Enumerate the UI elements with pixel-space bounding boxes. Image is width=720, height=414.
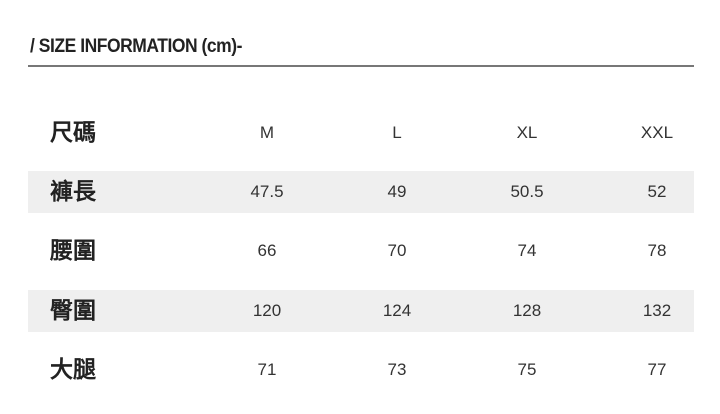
row-label: 腰圍 <box>50 238 96 264</box>
header-cell: XXL <box>640 123 674 142</box>
table-cell: 52 <box>647 182 667 201</box>
table-row: 腰圍 66 70 74 78 <box>28 230 694 272</box>
table-cell: 120 <box>252 301 282 320</box>
table-cell: 132 <box>642 301 672 320</box>
table-row: 臀圍 120 124 128 132 <box>28 290 694 332</box>
page-title: / SIZE INFORMATION (cm)- <box>30 36 242 57</box>
table-row: 褲長 47.5 49 50.5 52 <box>28 171 694 213</box>
table-cell: 128 <box>512 301 542 320</box>
table-cell: 78 <box>647 241 667 260</box>
row-label: 大腿 <box>50 357 96 383</box>
header-label: 尺碼 <box>50 120 96 146</box>
table-cell: 70 <box>387 241 407 260</box>
header-cell: L <box>392 123 402 142</box>
header-cell: M <box>259 123 275 142</box>
table-cell: 73 <box>387 360 407 379</box>
table-header-row: 尺碼 M L XL XXL <box>28 112 694 154</box>
row-label: 褲長 <box>50 179 96 205</box>
table-cell: 49 <box>387 182 407 201</box>
row-label: 臀圍 <box>50 298 96 324</box>
table-cell: 75 <box>517 360 537 379</box>
table-cell: 71 <box>257 360 277 379</box>
header-cell: XL <box>516 123 538 142</box>
table-cell: 74 <box>517 241 537 260</box>
title-divider <box>28 65 694 67</box>
table-row: 大腿 71 73 75 77 <box>28 349 694 391</box>
table-cell: 47.5 <box>250 182 284 201</box>
table-cell: 66 <box>257 241 277 260</box>
table-cell: 77 <box>647 360 667 379</box>
table-cell: 124 <box>382 301 412 320</box>
table-cell: 50.5 <box>510 182 544 201</box>
